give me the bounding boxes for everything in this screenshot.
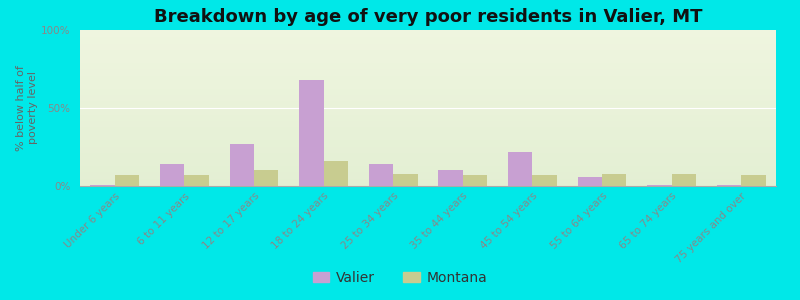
Title: Breakdown by age of very poor residents in Valier, MT: Breakdown by age of very poor residents … (154, 8, 702, 26)
Legend: Valier, Montana: Valier, Montana (307, 265, 493, 290)
Bar (230, 144, 254, 186)
Bar (463, 175, 487, 186)
Bar (508, 152, 533, 186)
Bar (602, 173, 626, 186)
Bar (672, 173, 696, 186)
Bar (115, 175, 139, 186)
Bar (369, 164, 394, 186)
Bar (394, 173, 418, 186)
Bar (90, 185, 115, 186)
Bar (323, 161, 348, 186)
Bar (299, 80, 324, 186)
Bar (254, 170, 278, 186)
Bar (438, 170, 462, 186)
Y-axis label: % below half of
poverty level: % below half of poverty level (16, 65, 38, 151)
Bar (717, 185, 741, 186)
Bar (533, 175, 557, 186)
Bar (742, 175, 766, 186)
Bar (160, 164, 185, 186)
Bar (647, 185, 672, 186)
Bar (185, 175, 209, 186)
Bar (578, 177, 602, 186)
